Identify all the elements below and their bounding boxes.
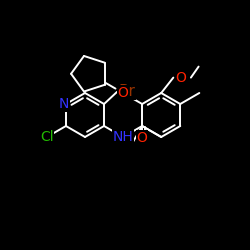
Text: Br: Br: [118, 84, 136, 100]
Text: O: O: [118, 86, 128, 100]
Text: N: N: [59, 97, 69, 111]
Text: NH: NH: [113, 130, 134, 144]
Text: O: O: [137, 131, 147, 145]
Text: O: O: [176, 70, 186, 85]
Text: Cl: Cl: [40, 130, 54, 144]
